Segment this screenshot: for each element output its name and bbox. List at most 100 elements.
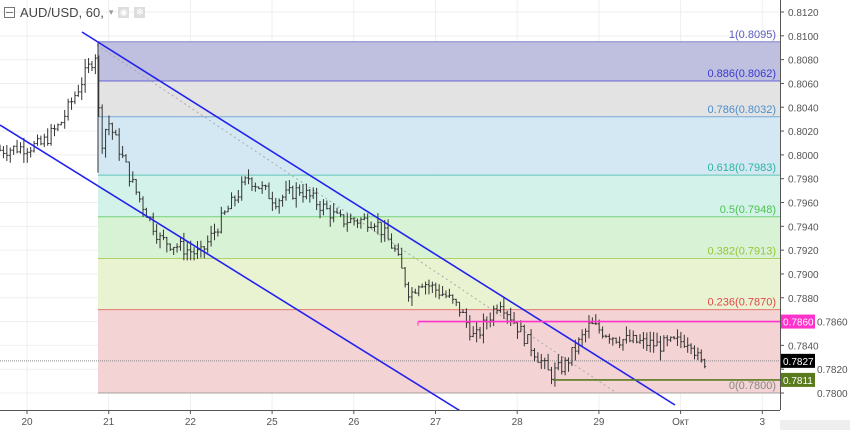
ohlc-bar	[607, 333, 611, 344]
ohlc-bar	[539, 353, 543, 369]
ohlc-bar	[216, 228, 220, 237]
ohlc-bar	[325, 200, 329, 210]
ohlc-bar	[366, 213, 370, 232]
price-tick-label: 0.7860	[817, 318, 848, 329]
ohlc-bar	[5, 144, 9, 161]
ohlc-bar	[529, 329, 533, 357]
ohlc-bar	[345, 213, 349, 232]
ohlc-bar	[635, 334, 639, 344]
ohlc-bar	[362, 213, 366, 221]
price-tick-label: 0.7820	[817, 365, 848, 376]
price-tag-support-bg	[781, 372, 815, 387]
price-tag-last-bg	[781, 353, 815, 368]
time-tick-label: 22	[185, 417, 197, 428]
ohlc-bar	[240, 176, 244, 201]
channel-upper-line	[81, 31, 676, 406]
ohlc-bar	[321, 199, 325, 216]
ohlc-bar	[417, 285, 421, 297]
ohlc-bar	[161, 229, 165, 241]
ohlc-bar	[403, 267, 407, 288]
ohlc-bar	[195, 241, 199, 259]
gear-icon[interactable]: ✻	[134, 7, 146, 18]
ohlc-bar	[478, 326, 482, 339]
fib-level-label: 0.618(0.7983)	[708, 162, 777, 174]
ohlc-bar	[124, 154, 128, 163]
ohlc-bar	[18, 142, 22, 154]
channel-lower-line	[0, 124, 463, 413]
ohlc-bars	[0, 54, 707, 387]
ohlc-bar	[213, 223, 217, 241]
ohlc-bar	[274, 197, 278, 210]
symbol-title[interactable]: AUD/USD, 60,	[20, 5, 104, 20]
ohlc-bar	[22, 137, 26, 163]
ohlc-bar	[444, 290, 448, 299]
ohlc-bar	[287, 179, 291, 194]
ohlc-bar	[270, 191, 274, 212]
ohlc-bar	[587, 315, 591, 339]
ohlc-bar	[430, 281, 434, 294]
fib-band	[98, 41, 780, 82]
ohlc-bar	[675, 329, 679, 346]
ohlc-bar	[570, 347, 574, 366]
time-tick-label: Окт	[672, 417, 689, 428]
fib-band	[98, 258, 780, 310]
ohlc-bar	[424, 281, 428, 295]
ohlc-bar	[49, 123, 53, 146]
chart-legend: AUD/USD, 60, ▾ ◉ ✻	[4, 5, 146, 20]
ohlc-bar	[127, 161, 131, 187]
ohlc-bar	[672, 336, 676, 340]
ohlc-bar	[304, 183, 308, 200]
ohlc-bar	[692, 345, 696, 360]
ohlc-bar	[618, 336, 622, 349]
price-tag-support: 0.7811	[783, 376, 813, 387]
fib-band	[98, 116, 780, 176]
ohlc-bar	[1, 146, 5, 159]
ohlc-bar	[104, 128, 108, 158]
ohlc-bar	[8, 147, 12, 163]
ohlc-bar	[441, 286, 445, 297]
ohlc-bar	[311, 187, 315, 200]
ohlc-bar	[35, 134, 39, 146]
ohlc-bar	[264, 184, 268, 191]
ohlc-bar	[699, 349, 703, 363]
fib-band	[98, 175, 780, 217]
ohlc-bar	[267, 182, 271, 200]
ohlc-bar	[338, 209, 342, 218]
ohlc-bar	[233, 195, 237, 207]
ohlc-bar	[410, 287, 414, 306]
ohlc-bar	[25, 148, 29, 163]
ohlc-bar	[121, 145, 125, 158]
price-tick-label: 0.8080	[788, 56, 819, 67]
ohlc-bar	[29, 146, 33, 158]
ohlc-bar	[87, 58, 91, 74]
ohlc-bar	[308, 189, 312, 203]
ohlc-bar	[315, 187, 319, 211]
ohlc-bar	[328, 205, 332, 227]
price-tick-label: 0.7980	[788, 175, 819, 186]
ohlc-bar	[93, 54, 97, 75]
ohlc-bar	[236, 189, 240, 203]
time-tick-label: 26	[348, 417, 360, 428]
chevron-down-icon[interactable]: ▾	[108, 7, 114, 17]
fib-level-label: 0.5(0.7948)	[720, 204, 776, 216]
ohlc-bar	[110, 122, 114, 140]
eye-icon[interactable]: ◉	[118, 7, 130, 18]
ohlc-bar	[349, 213, 353, 224]
time-tick-label: 3	[760, 417, 766, 428]
ohlc-bar	[206, 235, 210, 253]
ohlc-bar	[536, 352, 540, 363]
ohlc-bar	[509, 307, 513, 327]
ohlc-bar	[294, 182, 298, 208]
ohlc-bar	[631, 330, 635, 344]
ohlc-bar	[390, 233, 394, 249]
ohlc-bar	[257, 186, 261, 190]
ohlc-bar	[80, 77, 84, 101]
collapse-icon[interactable]	[4, 7, 15, 18]
ohlc-bar	[577, 337, 581, 355]
ohlc-bar	[662, 335, 666, 352]
ohlc-bar	[590, 317, 594, 325]
ohlc-bar	[563, 357, 567, 376]
ohlc-bar	[107, 115, 111, 136]
ohlc-bar	[15, 139, 19, 154]
